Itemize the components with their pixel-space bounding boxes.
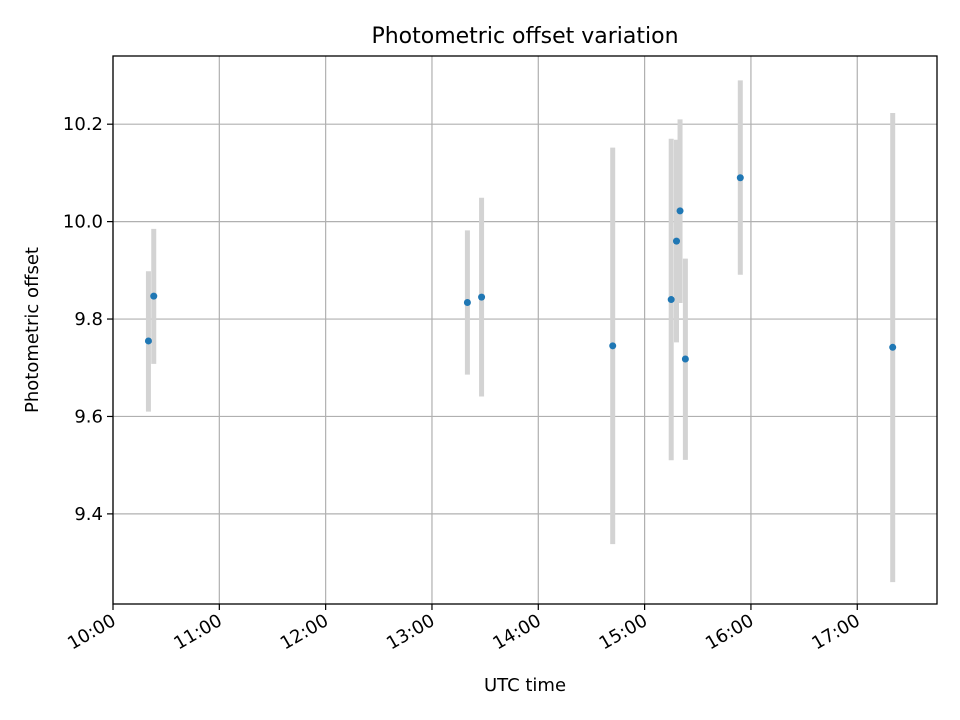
y-axis-label: Photometric offset bbox=[22, 247, 43, 413]
data-point bbox=[478, 293, 486, 301]
chart-title: Photometric offset variation bbox=[371, 24, 678, 49]
data-point bbox=[150, 292, 158, 300]
y-tick-label: 9.8 bbox=[74, 309, 103, 330]
y-axis-ticks: 9.4 9.6 9.8 10.0 10.2 bbox=[63, 114, 113, 525]
data-point bbox=[667, 296, 675, 304]
data-point bbox=[144, 337, 152, 345]
gridlines bbox=[112, 56, 937, 604]
plot-frame bbox=[112, 55, 938, 605]
data-points bbox=[144, 174, 897, 363]
data-point bbox=[673, 237, 681, 245]
data-point bbox=[889, 343, 897, 351]
data-point bbox=[463, 298, 471, 306]
data-point bbox=[609, 342, 617, 350]
y-tick-label: 9.6 bbox=[74, 406, 103, 427]
data-point bbox=[681, 355, 689, 363]
y-tick-label: 10.0 bbox=[63, 212, 103, 233]
data-point bbox=[736, 174, 744, 182]
y-tick-label: 10.2 bbox=[63, 114, 103, 135]
data-point bbox=[676, 207, 684, 215]
y-tick-label: 9.4 bbox=[74, 504, 103, 525]
x-axis-label: UTC time bbox=[484, 675, 566, 696]
